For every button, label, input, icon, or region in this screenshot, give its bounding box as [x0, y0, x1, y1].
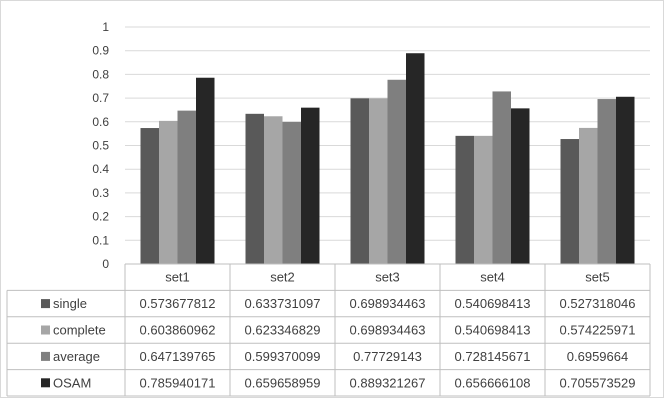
y-tick-label: 0.7 — [92, 91, 109, 105]
bar-osam-set1 — [196, 77, 215, 264]
y-tick-label: 0.6 — [92, 115, 109, 129]
y-tick-label: 0.2 — [92, 210, 109, 224]
bar-single-set2 — [245, 113, 264, 264]
data-value-osam-set3: 0.889321267 — [350, 375, 426, 390]
y-tick-label: 0.4 — [92, 162, 109, 176]
data-value-osam-set1: 0.785940171 — [140, 375, 216, 390]
bar-complete-set1 — [159, 120, 178, 264]
legend-key-osam — [41, 378, 50, 388]
bars — [140, 53, 635, 265]
data-value-complete-set5: 0.574225971 — [560, 323, 636, 338]
y-tick-label: 0.5 — [92, 139, 109, 153]
y-tick-label: 0 — [102, 257, 109, 271]
data-value-osam-set4: 0.656666108 — [455, 375, 531, 390]
data-value-osam-set5: 0.705573529 — [560, 375, 636, 390]
bar-osam-set4 — [511, 108, 530, 265]
category-label: set3 — [375, 270, 400, 285]
bar-osam-set3 — [406, 53, 425, 265]
bar-single-set5 — [560, 139, 579, 264]
data-value-single-set3: 0.698934463 — [350, 296, 426, 311]
data-value-average-set4: 0.728145671 — [455, 349, 531, 364]
bar-average-set3 — [387, 79, 406, 264]
bar-single-set1 — [140, 128, 159, 264]
legend-label-average: average — [53, 349, 100, 364]
data-value-average-set1: 0.647139765 — [140, 349, 216, 364]
bar-osam-set2 — [301, 107, 320, 264]
bar-complete-set5 — [579, 127, 598, 264]
data-value-single-set5: 0.527318046 — [560, 296, 636, 311]
bar-average-set2 — [282, 121, 301, 264]
y-tick-label: 0.3 — [92, 186, 109, 200]
bar-osam-set5 — [616, 96, 635, 264]
data-value-average-set2: 0.599370099 — [245, 349, 321, 364]
category-label: set2 — [270, 270, 295, 285]
legend-label-single: single — [53, 296, 87, 311]
category-label: set5 — [585, 270, 610, 285]
category-label: set4 — [480, 270, 505, 285]
y-axis-tick-labels: 0 0.1 0.2 0.3 0.4 0.5 0.6 0.7 0.8 0.9 1 — [92, 20, 109, 271]
bar-average-set4 — [492, 91, 511, 265]
bar-complete-set4 — [474, 135, 493, 264]
bar-average-set1 — [177, 110, 196, 264]
data-value-average-set5: 0.6959664 — [567, 349, 628, 364]
legend-label-osam: OSAM — [53, 375, 91, 390]
data-value-complete-set1: 0.603860962 — [140, 323, 216, 338]
data-value-single-set4: 0.540698413 — [455, 296, 531, 311]
category-label: set1 — [165, 270, 190, 285]
bar-single-set4 — [455, 135, 474, 264]
legend-key-complete — [41, 325, 50, 335]
legend-key-single — [41, 299, 50, 309]
data-value-osam-set2: 0.659658959 — [245, 375, 321, 390]
data-table: set1 set2 set3 set4 set5 single 0.573677812 0.6… — [6, 263, 651, 397]
data-value-complete-set4: 0.540698413 — [455, 323, 531, 338]
y-tick-label: 0.9 — [92, 44, 109, 58]
data-value-single-set2: 0.633731097 — [245, 296, 321, 311]
y-tick-label: 0.1 — [92, 233, 109, 247]
legend-label-complete: complete — [53, 323, 106, 338]
data-value-average-set3: 0.77729143 — [353, 349, 422, 364]
legend-key-average — [41, 351, 50, 361]
bar-single-set3 — [350, 98, 369, 264]
bar-average-set5 — [597, 99, 616, 264]
data-value-complete-set3: 0.698934463 — [350, 323, 426, 338]
y-tick-label: 0.8 — [92, 67, 109, 81]
data-value-single-set1: 0.573677812 — [140, 296, 216, 311]
bar-complete-set2 — [264, 116, 283, 265]
bar-complete-set3 — [369, 98, 388, 264]
y-tick-label: 1 — [102, 20, 109, 34]
data-value-complete-set2: 0.623346829 — [245, 323, 321, 338]
